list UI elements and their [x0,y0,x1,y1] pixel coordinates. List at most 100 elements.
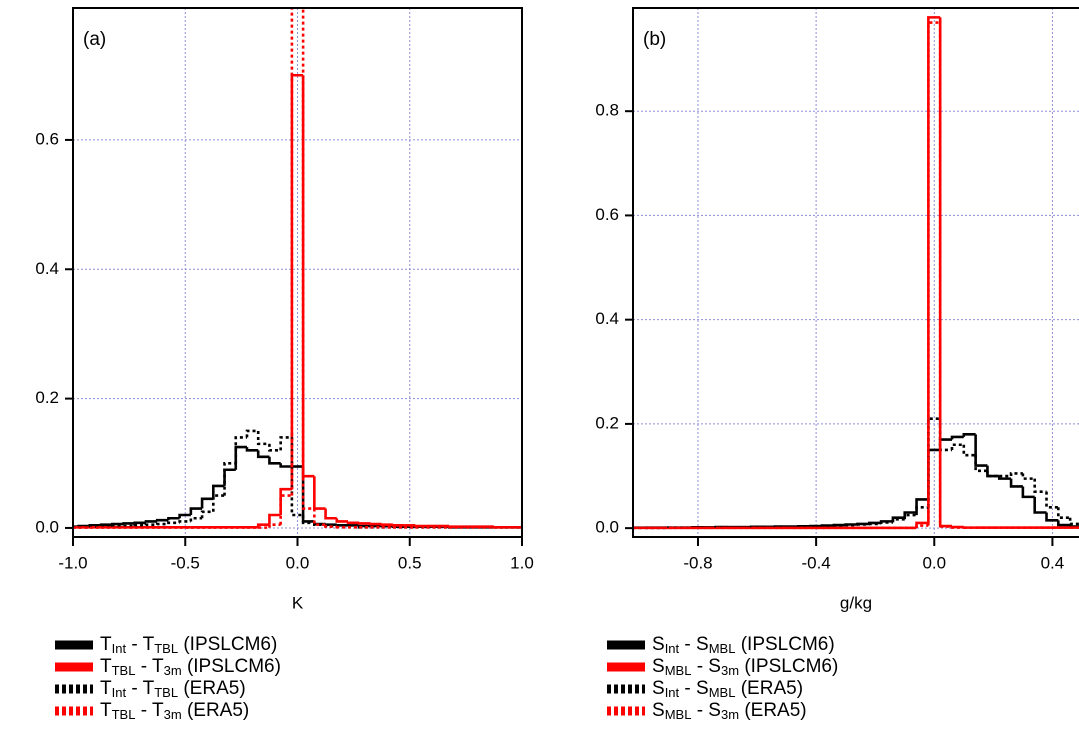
histogram-step [1045,512,1059,522]
histogram-step [903,513,917,520]
y-tick-label: 0.6 [595,205,619,224]
legend-text-part: MBL [709,685,736,700]
y-tick-label: 0.4 [35,259,59,278]
histogram-step [927,21,941,526]
x-tick-label: 0.0 [922,553,946,572]
legend-text-part: - S [679,678,709,699]
legend-text-part: (ERA5) [735,678,803,699]
legend-text-part: MBL [709,641,736,656]
legend-text-part: 3m [164,707,182,722]
histogram-step [1057,507,1071,520]
x-tick-label: -0.5 [171,553,200,572]
histogram-step [867,522,882,526]
legend-text-part: TBL [112,663,136,678]
histogram-step [974,455,988,473]
histogram-step [891,517,905,523]
x-axis-label: g/kg [840,593,872,612]
histogram-step [212,494,225,512]
legend-text-part: Int [112,641,127,656]
histogram-step [256,450,270,459]
legend-label: SMBL - S3m (IPSLCM6) [652,656,838,678]
x-tick-label: -1.0 [58,553,87,572]
legend-label: TInt - TTBL (ERA5) [100,678,246,700]
legend-text-part: S [652,678,665,699]
plot-area [73,8,522,529]
histogram-step [279,463,292,468]
histogram-step [1033,496,1047,514]
legend-text-part: Int [112,685,127,700]
histogram-step [1009,472,1023,477]
histogram-step [1033,478,1047,493]
legend-text-part: T [100,656,112,677]
histogram-step [346,521,360,525]
histogram-step [950,526,964,529]
legend-text-part: - T [135,656,164,677]
y-tick-label: 0.2 [595,413,619,432]
histogram-step [938,438,952,450]
legend-text-part: T [100,634,112,655]
legend-text-part: (ERA5) [182,700,250,721]
histogram-step [268,456,281,465]
legend-label: TTBL - T3m (IPSLCM6) [100,656,281,678]
legend-text-part: 3m [721,663,739,678]
histogram-step [324,524,337,528]
histogram-step [380,523,393,527]
x-axis-label: K [292,593,304,612]
histogram-step [335,524,349,527]
histogram-step [974,434,988,467]
histogram-step [279,487,292,516]
legend-text-part: (ERA5) [178,678,246,699]
histogram-step [1068,517,1079,526]
histogram-step [110,522,124,526]
legend-text-part: - T [135,700,164,721]
legend-text-part: T [100,700,112,721]
histogram-step [155,522,169,526]
histogram-step [234,445,247,470]
legend-text-part: MBL [665,707,692,722]
y-tick-label: 0.6 [35,129,59,148]
legend-text-part: - S [679,634,709,655]
legend-label: TInt - TTBL (IPSLCM6) [100,634,277,656]
legend-text-part: (IPSLCM6) [739,656,838,677]
histogram-step [178,513,191,519]
legend-text-part: Int [665,685,680,700]
histogram-step [414,524,427,528]
histogram-step [155,518,169,522]
y-tick-label: 0.8 [595,101,619,120]
histogram-step [1057,520,1071,527]
plot-frame [632,7,1079,538]
y-tick-label: 0.0 [595,518,619,537]
legend-text-part: Int [665,641,680,656]
histogram-step [301,8,315,510]
histogram-step [234,436,247,464]
histogram-step [256,523,270,528]
histogram-step [110,524,124,528]
x-tick-label: -0.8 [683,553,712,572]
legend-text-part: TBL [154,685,178,700]
histogram-step [1009,478,1023,488]
legend-text-part: - S [691,700,721,721]
histogram-step [189,516,203,522]
histogram-step [144,523,158,527]
histogram-step [1021,486,1035,499]
histogram-step [903,511,917,518]
histogram-step [167,516,180,521]
panel-label: (b) [643,29,666,50]
histogram-step [516,525,522,529]
legend-text-part: 3m [721,707,739,722]
legend-text-part: S [652,700,665,721]
histogram-step [927,16,941,523]
histogram-step [99,523,113,527]
histogram-step [844,523,858,527]
x-tick-label: -0.4 [801,553,830,572]
plot-area [633,16,1079,530]
legend-label: SInt - SMBL (IPSLCM6) [652,634,835,656]
histogram-step [369,522,382,526]
histogram-step [223,468,236,486]
legend-text-part: (IPSLCM6) [178,634,277,655]
histogram-step [986,470,1000,478]
y-tick-label: 0.2 [35,388,59,407]
histogram-step [927,417,941,508]
histogram-step [200,497,214,509]
